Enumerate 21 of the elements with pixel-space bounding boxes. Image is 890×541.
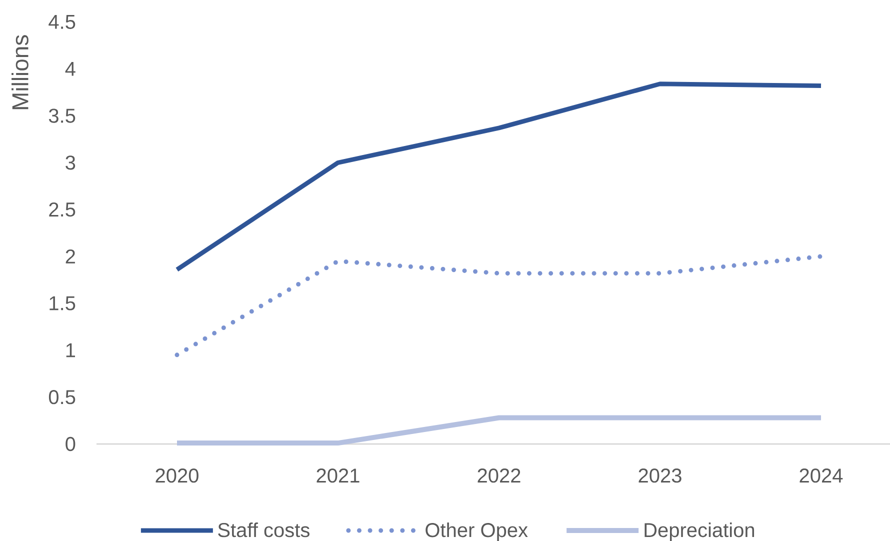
x-tick-label: 2021 (316, 468, 360, 483)
y-tick-label: 0 (66, 436, 76, 452)
y-tick-label: 1.5 (50, 296, 76, 310)
legend-label: Depreciation (644, 522, 754, 541)
y-tick-label: 3.5 (48, 108, 76, 123)
x-tick-label: 2022 (478, 468, 520, 483)
y-tick-label: 3 (66, 156, 76, 170)
x-tick-label: 2020 (156, 468, 198, 483)
legend-label: Other Opex (426, 522, 528, 541)
y-tick-label: 1 (66, 343, 75, 358)
y-axis-title: Millions (12, 35, 28, 110)
y-tick-label: 0.5 (48, 390, 76, 404)
line-series (174, 254, 824, 358)
x-tick-label: 2023 (638, 468, 682, 483)
y-tick-label: 4 (65, 62, 76, 76)
y-tick-label: 4.5 (48, 15, 76, 29)
line-series (174, 82, 824, 272)
legend-label: Staff costs (218, 522, 310, 538)
y-tick-label: 2 (66, 249, 75, 264)
x-tick-label: 2024 (800, 468, 843, 483)
y-tick-label: 2.5 (49, 202, 76, 217)
